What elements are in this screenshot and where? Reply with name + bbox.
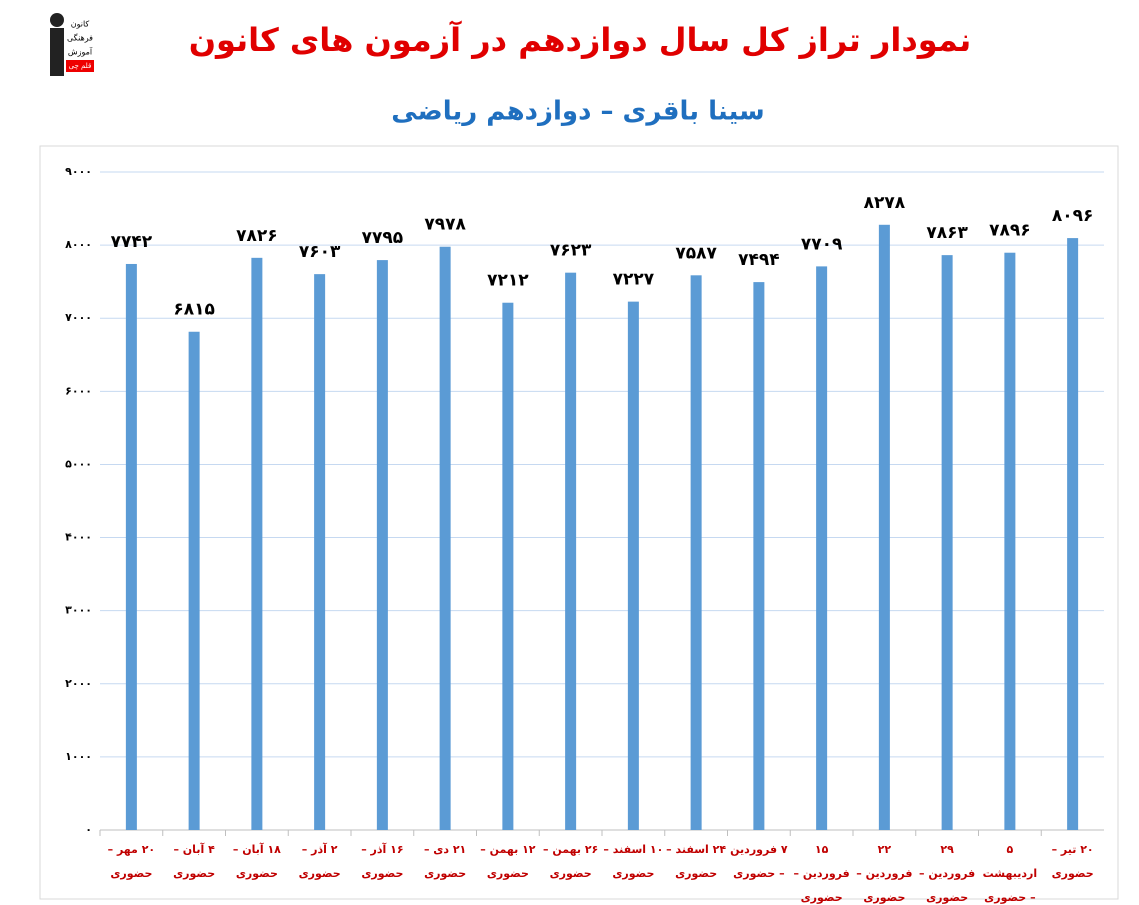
data-label: ۷۹۷۸ — [424, 215, 466, 235]
data-label: ۶۸۱۵ — [173, 300, 215, 320]
logo-text: قلم چی — [69, 62, 92, 70]
bar — [816, 266, 828, 830]
data-label: ۷۵۸۷ — [675, 243, 717, 263]
data-label: ۷۲۱۲ — [487, 271, 529, 291]
y-tick-label: ۸۰۰۰ — [65, 238, 92, 251]
logo-head — [50, 13, 64, 27]
bar — [502, 302, 514, 830]
y-tick-label: ۳۰۰۰ — [65, 604, 92, 617]
data-label: ۷۷۰۹ — [801, 234, 843, 254]
data-label: ۷۷۹۵ — [362, 228, 404, 248]
logo-text: آموزش — [68, 47, 93, 57]
logo: کانون فرهنگی آموزش قلم چی — [50, 13, 94, 76]
x-tick-label: ۲۱ دی – حضوری — [423, 843, 467, 880]
data-label: ۷۸۲۶ — [236, 226, 278, 246]
data-label: ۷۶۰۳ — [299, 242, 341, 262]
y-tick-label: ۲۰۰۰ — [65, 677, 92, 690]
data-label: ۷۶۲۳ — [550, 241, 592, 261]
bar — [878, 224, 890, 830]
bar — [627, 301, 639, 831]
y-tick-label: ۱۰۰۰ — [65, 750, 92, 763]
x-tick-label: ۱۰ اسفند – حضوری — [603, 843, 664, 880]
x-tick-label: ۵ اردیبهشت – حضوری — [982, 843, 1038, 904]
x-tick-label: ۲۲ فروردین – حضوری — [856, 843, 913, 904]
data-label: ۸۰۹۶ — [1052, 206, 1094, 226]
bar — [753, 282, 765, 830]
bar — [941, 255, 953, 831]
x-tick-label: ۷ فروردین – حضوری — [730, 843, 788, 880]
data-label: ۷۴۹۴ — [738, 250, 780, 270]
y-tick-label: ۵۰۰۰ — [65, 457, 92, 470]
logo-figure — [50, 28, 64, 76]
y-tick-label: ۰ — [85, 823, 92, 836]
x-tick-label: ۲۰ مهر – حضوری — [107, 843, 156, 880]
y-tick-label: ۷۰۰۰ — [65, 311, 92, 324]
data-label: ۷۸۹۶ — [989, 221, 1031, 241]
bar — [1004, 252, 1016, 830]
y-tick-label: ۹۰۰۰ — [65, 165, 92, 178]
bar — [188, 331, 200, 830]
x-tick-label: ۱۵ فروردین – حضوری — [793, 843, 850, 904]
data-label: ۸۲۷۸ — [864, 193, 906, 213]
bar — [251, 257, 263, 830]
x-tick-label: ۴ آبان – حضوری — [173, 843, 216, 880]
chart-title: نمودار تراز کل سال دوازدهم در آزمون های … — [189, 20, 972, 59]
x-tick-label: ۲۹ فروردین – حضوری — [919, 843, 976, 904]
x-tick-label: ۲۶ بهمن – حضوری — [542, 843, 599, 880]
bar — [1067, 238, 1079, 831]
logo-badge — [66, 60, 94, 72]
chart-subtitle: سینا باقری – دوازدهم ریاضی — [391, 97, 764, 127]
logo-text: کانون — [71, 20, 90, 29]
x-tick-label: ۱۶ آذر – حضوری — [361, 843, 404, 880]
bar — [125, 263, 137, 831]
x-tick-label: ۲ آذر – حضوری — [298, 843, 341, 880]
data-label: ۷۸۶۳ — [926, 223, 968, 243]
x-tick-label: ۲۰ تیر – حضوری — [1051, 843, 1094, 880]
y-tick-label: ۶۰۰۰ — [65, 384, 92, 397]
x-tick-label: ۱۲ بهمن – حضوری — [480, 843, 536, 880]
y-tick-label: ۴۰۰۰ — [65, 531, 92, 544]
bar — [314, 274, 326, 830]
bar — [376, 260, 388, 830]
bar — [439, 246, 451, 831]
x-tick-label: ۲۴ اسفند – حضوری — [666, 843, 727, 880]
bar — [565, 272, 577, 830]
data-label: ۷۲۲۷ — [613, 270, 655, 290]
x-tick-label: ۱۸ آبان – حضوری — [232, 843, 281, 880]
bar — [690, 275, 702, 830]
chart-frame — [39, 145, 1119, 900]
logo-text: فرهنگی — [67, 33, 93, 43]
data-label: ۷۷۴۲ — [111, 232, 153, 252]
